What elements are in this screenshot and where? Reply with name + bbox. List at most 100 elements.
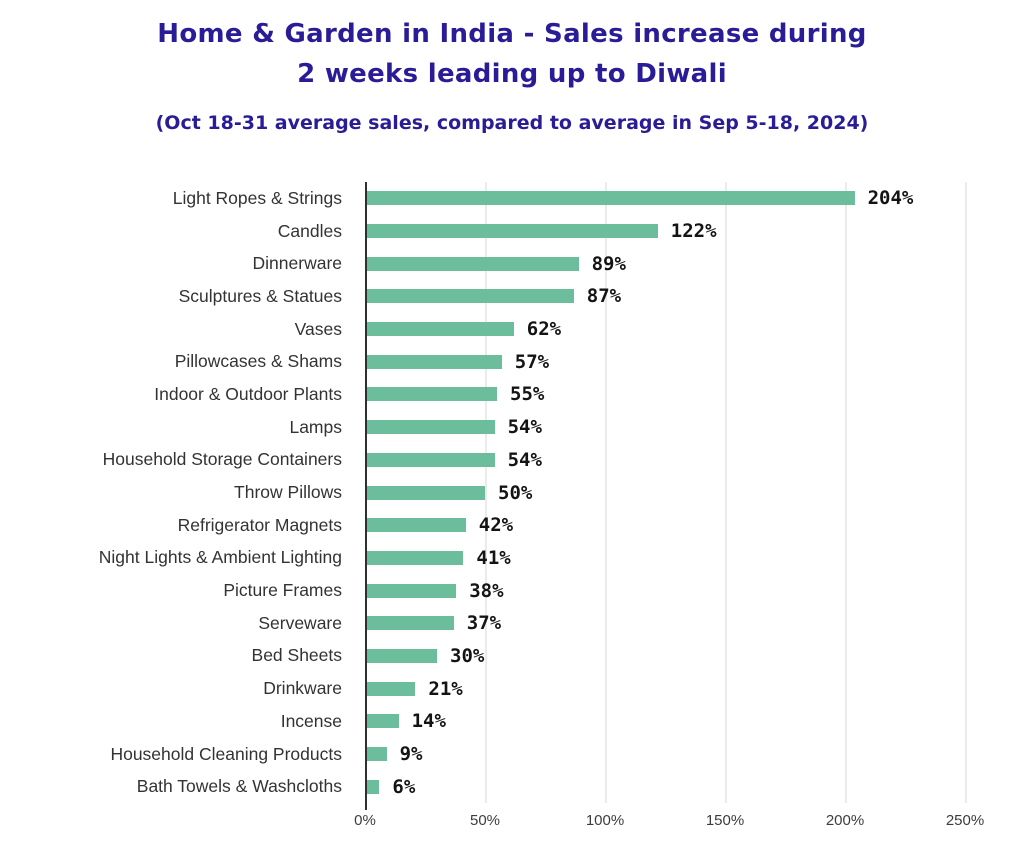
value-label: 14%: [411, 710, 446, 733]
bar: [365, 452, 495, 467]
bar: [365, 779, 380, 794]
category-label: Dinnerware: [252, 253, 342, 274]
category-label: Refrigerator Magnets: [177, 514, 342, 535]
x-tick-label: 100%: [585, 812, 625, 830]
bar: [365, 485, 485, 500]
bar-cell: 37%: [353, 607, 1024, 640]
bar-cell: 50%: [353, 476, 1024, 509]
value-label: 38%: [469, 579, 504, 602]
category-label: Sculptures & Statues: [178, 285, 342, 306]
value-label: 41%: [476, 546, 511, 569]
bar-row: Drinkware 21%: [0, 672, 1024, 705]
bar-cell: 38%: [353, 574, 1024, 607]
bar-row: Household Cleaning Products 9%: [0, 738, 1024, 771]
value-label: 204%: [867, 187, 914, 210]
bar-row: Serveware 37%: [0, 607, 1024, 640]
bar-cell: 6%: [353, 770, 1024, 803]
value-label: 62%: [526, 318, 562, 341]
gridline: [485, 182, 487, 803]
x-tick-label: 250%: [945, 812, 985, 830]
bar-row: Throw Pillows 50%: [0, 476, 1024, 509]
bar-cell: 54%: [353, 411, 1024, 444]
bar: [365, 420, 495, 435]
chart-header: Home & Garden in India - Sales increase …: [0, 0, 1024, 136]
y-axis-line: [365, 182, 367, 810]
bar-cell: 54%: [353, 444, 1024, 477]
bar: [365, 616, 454, 631]
bar-row: Light Ropes & Strings 204%: [0, 182, 1024, 215]
x-tick-label: 150%: [705, 812, 745, 830]
chart-title-line2: 2 weeks leading up to Diwali: [297, 59, 727, 89]
value-label: 42%: [478, 514, 514, 537]
value-label: 6%: [392, 775, 416, 798]
gridline: [725, 182, 727, 803]
bar-row: Vases 62%: [0, 313, 1024, 346]
bar-row: Candles 122%: [0, 215, 1024, 248]
x-axis: 0% 50% 100% 150% 200% 250%: [0, 803, 1024, 837]
bar-row: Refrigerator Magnets 42%: [0, 509, 1024, 542]
bar-row: Household Storage Containers 54%: [0, 444, 1024, 477]
value-label: 37%: [466, 612, 502, 635]
value-label: 54%: [507, 448, 542, 471]
x-tick-label: 0%: [354, 812, 376, 830]
bar: [365, 518, 466, 533]
bar-cell: 9%: [353, 738, 1024, 771]
category-label: Lamps: [289, 416, 342, 437]
category-label: Light Ropes & Strings: [172, 187, 342, 208]
value-label: 9%: [399, 743, 423, 766]
bar-cell: 30%: [353, 640, 1024, 673]
bar-row: Dinnerware 89%: [0, 247, 1024, 280]
horizontal-bar-chart: Light Ropes & Strings 204% Candles 122% Dinn…: [0, 182, 1024, 837]
bar: [365, 354, 502, 369]
bar: [365, 648, 437, 663]
bar-row: Pillowcases & Shams 57%: [0, 345, 1024, 378]
bar-row: Bed Sheets 30%: [0, 640, 1024, 673]
category-label: Vases: [294, 318, 342, 339]
bar: [365, 550, 464, 565]
bar: [365, 256, 579, 271]
value-label: 21%: [428, 677, 463, 700]
bar: [365, 747, 387, 762]
category-label: Throw Pillows: [234, 482, 342, 503]
category-label: Incense: [280, 710, 342, 731]
bar-cell: 89%: [353, 247, 1024, 280]
category-label: Indoor & Outdoor Plants: [154, 383, 342, 404]
category-label: Bed Sheets: [251, 645, 342, 666]
category-label: Night Lights & Ambient Lighting: [98, 547, 342, 568]
value-label: 122%: [670, 220, 717, 243]
chart-subtitle: (Oct 18-31 average sales, compared to av…: [155, 112, 869, 134]
chart-title-line1: Home & Garden in India - Sales increase …: [157, 19, 867, 49]
bar-row: Indoor & Outdoor Plants 55%: [0, 378, 1024, 411]
bar: [365, 191, 855, 206]
value-label: 89%: [591, 252, 626, 275]
gridline: [965, 182, 967, 803]
value-label: 57%: [514, 350, 550, 373]
bar-cell: 204%: [353, 182, 1024, 215]
category-label: Household Storage Containers: [102, 449, 342, 470]
category-label: Pillowcases & Shams: [174, 351, 342, 372]
bar-cell: 21%: [353, 672, 1024, 705]
value-label: 30%: [450, 644, 485, 667]
bar-cell: 62%: [353, 313, 1024, 346]
x-tick-label: 50%: [469, 812, 501, 830]
bar-row: Incense 14%: [0, 705, 1024, 738]
bar-row: Sculptures & Statues 87%: [0, 280, 1024, 313]
bar-cell: 57%: [353, 345, 1024, 378]
category-label: Household Cleaning Products: [110, 743, 342, 764]
category-label: Bath Towels & Washcloths: [136, 776, 342, 797]
bar-cell: 14%: [353, 705, 1024, 738]
x-tick-label: 200%: [825, 812, 865, 830]
bar: [365, 322, 514, 337]
value-label: 54%: [507, 416, 542, 439]
bar-row: Picture Frames 38%: [0, 574, 1024, 607]
value-label: 50%: [498, 481, 533, 504]
category-label: Picture Frames: [223, 580, 342, 601]
gridline: [845, 182, 847, 803]
bar-cell: 87%: [353, 280, 1024, 313]
bar: [365, 289, 574, 304]
bar: [365, 681, 416, 696]
bar-cell: 122%: [353, 215, 1024, 248]
bar: [365, 583, 457, 598]
value-label: 87%: [586, 285, 622, 308]
